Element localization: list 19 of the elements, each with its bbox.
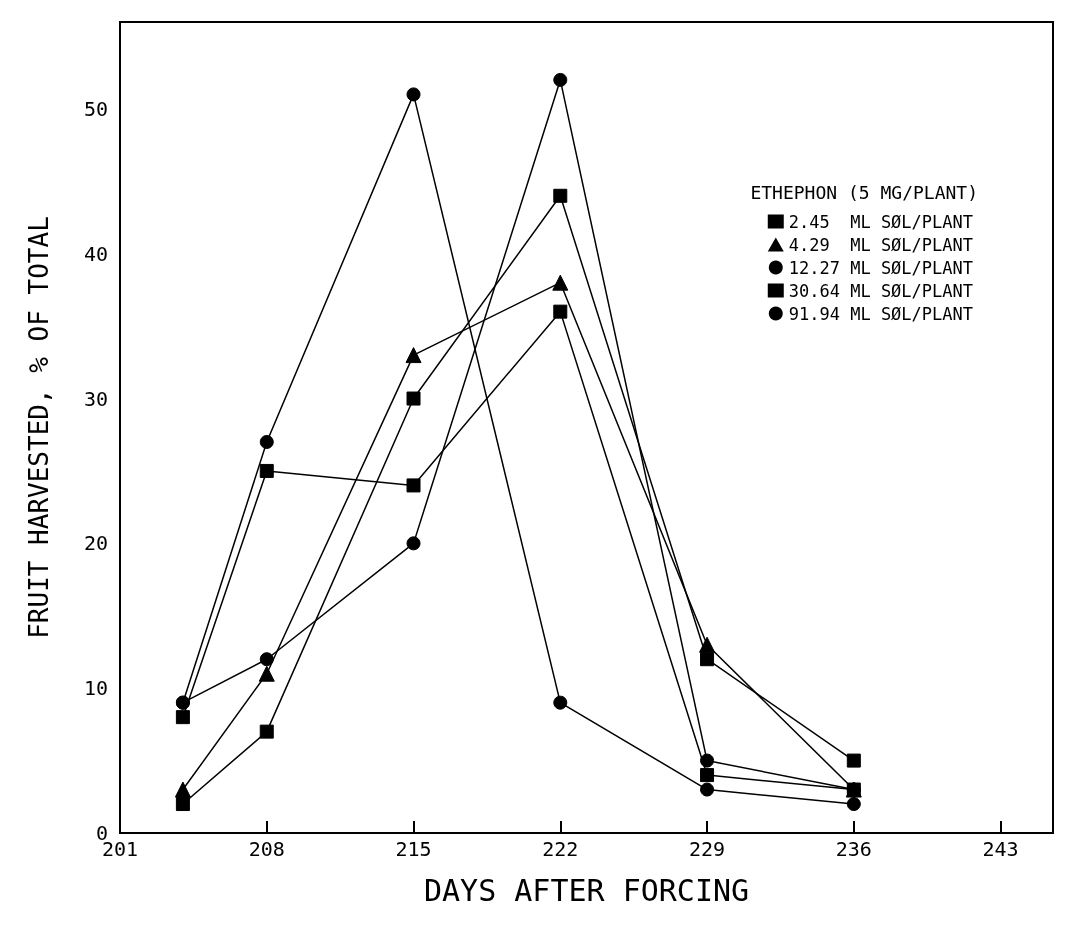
x-axis-title: DAYS AFTER FORCING bbox=[423, 872, 750, 908]
x-tick-label: 208 bbox=[248, 837, 285, 861]
legend-label: 30.64 ML SØL/PLANT bbox=[788, 280, 974, 301]
x-tick-label: 229 bbox=[688, 837, 726, 861]
y-tick-label: 40 bbox=[83, 241, 108, 266]
x-tick-label: 222 bbox=[542, 837, 579, 861]
y-tick-label: 10 bbox=[83, 676, 108, 701]
y-tick-label: 50 bbox=[83, 96, 108, 121]
legend-label: 91.94 ML SØL/PLANT bbox=[788, 303, 974, 324]
legend-label: 12.27 ML SØL/PLANT bbox=[788, 257, 974, 278]
y-tick-label: 20 bbox=[83, 531, 108, 556]
y-tick-label: 30 bbox=[83, 386, 108, 411]
legend-label: 4.29 ML SØL/PLANT bbox=[788, 234, 974, 255]
legend-title: ETHEPHON (5 MG/PLANT) bbox=[750, 181, 978, 203]
x-tick-label: 236 bbox=[835, 837, 872, 861]
x-tick-label: 243 bbox=[982, 837, 1019, 861]
legend-label: 2.45 ML SØL/PLANT bbox=[788, 211, 974, 232]
x-tick-label: 215 bbox=[395, 837, 432, 861]
y-axis-title: FRUIT HARVESTED, % OF TOTAL bbox=[24, 216, 54, 639]
